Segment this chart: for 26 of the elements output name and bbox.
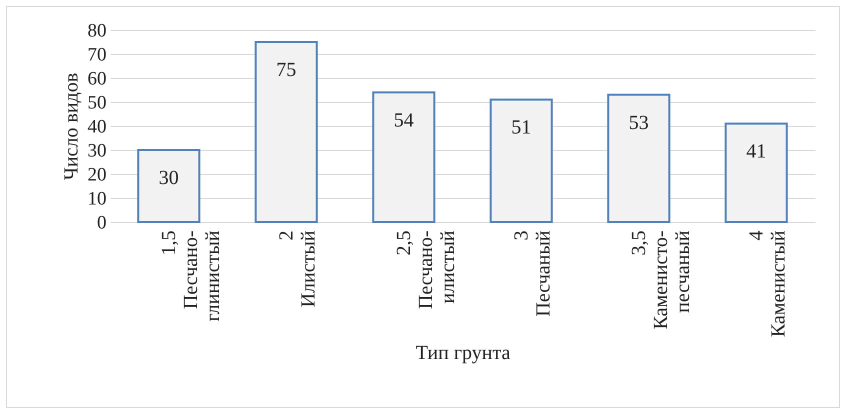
data-label: 54 xyxy=(394,109,414,132)
x-axis-title: Тип грунта xyxy=(416,342,510,364)
bar xyxy=(724,122,788,223)
y-axis-title: Число видов xyxy=(60,72,82,180)
x-tick-label: 3,5 Каменисто- песчаный xyxy=(628,230,694,330)
bar xyxy=(372,91,436,223)
bar xyxy=(137,149,200,223)
y-tick-label: 80 xyxy=(88,20,106,42)
x-tick-label: 1,5 Песчано- глинистый xyxy=(158,230,224,322)
y-tick-label: 40 xyxy=(88,116,106,138)
data-label: 30 xyxy=(158,167,179,189)
y-tick-label: 70 xyxy=(88,44,106,66)
y-tick-label: 30 xyxy=(88,140,106,162)
y-tick-label: 60 xyxy=(88,68,106,90)
data-label: 41 xyxy=(746,140,766,163)
y-tick-label: 0 xyxy=(97,212,106,234)
data-label: 51 xyxy=(511,116,532,139)
bar xyxy=(607,94,670,223)
x-tick-label: 2,5 Песчано- илистый xyxy=(392,230,459,310)
data-label: 75 xyxy=(276,59,296,81)
y-tick-label: 50 xyxy=(88,92,106,114)
y-tick-label: 10 xyxy=(88,188,106,210)
bar xyxy=(490,98,553,223)
y-tick-label: 20 xyxy=(88,164,106,186)
bar xyxy=(254,41,318,223)
data-label: 53 xyxy=(628,112,649,134)
